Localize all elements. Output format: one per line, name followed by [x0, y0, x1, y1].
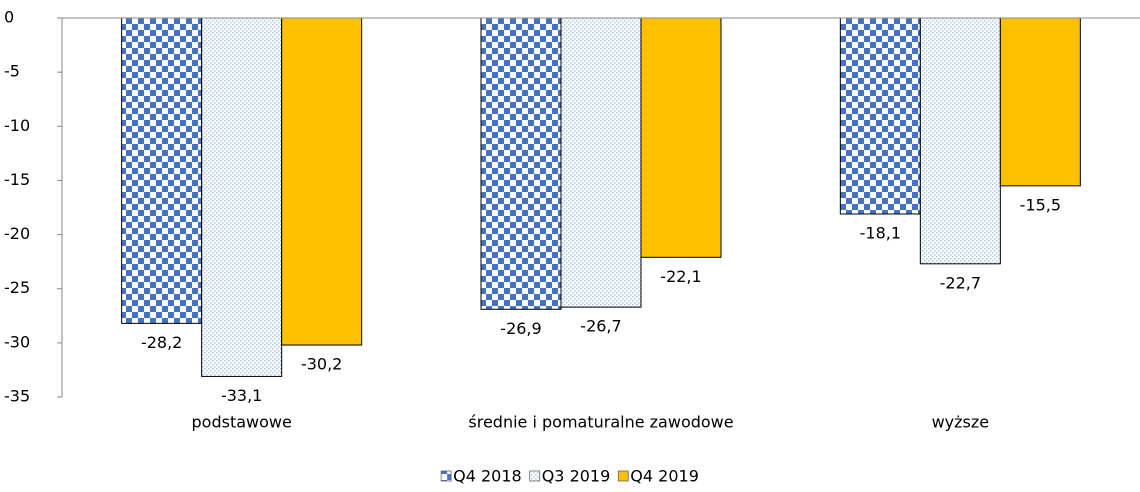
- value-label: -30,2: [301, 355, 342, 374]
- y-tick-label: -5: [4, 62, 20, 81]
- value-label: -28,2: [141, 333, 182, 352]
- bar: [121, 17, 203, 324]
- value-label: -26,9: [500, 319, 541, 338]
- value-label: -15,5: [1020, 195, 1061, 214]
- x-tick-label: wyższe: [932, 413, 990, 432]
- legend-label: Q4 2018: [453, 467, 522, 486]
- y-tick-label: -15: [4, 170, 30, 189]
- bar: [640, 17, 722, 258]
- legend-label: Q4 2019: [630, 467, 699, 486]
- bar: [201, 17, 283, 377]
- legend-swatch: [529, 470, 541, 482]
- value-label: -22,1: [660, 267, 701, 286]
- bar: [999, 17, 1081, 187]
- value-label: -33,1: [221, 386, 262, 405]
- y-tick-label: -25: [4, 278, 30, 297]
- legend: Q4 2018 Q3 2019 Q4 2019: [440, 467, 699, 486]
- bar: [919, 17, 1001, 265]
- bar: [839, 17, 921, 215]
- y-tick-label: -10: [4, 116, 30, 135]
- value-label: -18,1: [860, 223, 901, 242]
- bar: [560, 17, 642, 308]
- x-tick-label: podstawowe: [192, 413, 292, 432]
- legend-swatch: [617, 470, 629, 482]
- x-tick-label: średnie i pomaturalne zawodowe: [468, 413, 733, 432]
- y-tick-label: 0: [4, 8, 14, 27]
- legend-label: Q3 2019: [542, 467, 611, 486]
- value-label: -22,7: [940, 273, 981, 292]
- y-tick-label: -20: [4, 224, 30, 243]
- value-label: -26,7: [580, 317, 621, 336]
- bar: [480, 17, 562, 310]
- bar: [281, 17, 363, 346]
- legend-swatch: [440, 470, 452, 482]
- y-tick-label: -30: [4, 332, 30, 351]
- y-tick-label: -35: [4, 387, 30, 406]
